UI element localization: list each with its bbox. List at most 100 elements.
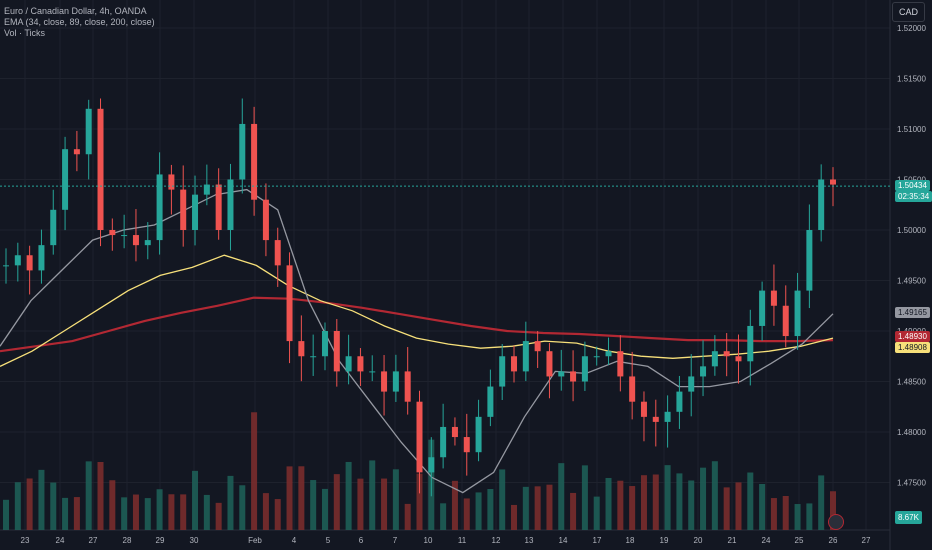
- volume-bar: [475, 492, 482, 530]
- volume-bar: [581, 465, 588, 530]
- volume-bar: [310, 480, 317, 530]
- volume-bar: [144, 498, 151, 530]
- time-tick-label: 25: [795, 536, 804, 545]
- candle-body: [487, 386, 494, 417]
- candle-body: [546, 351, 553, 377]
- volume-bars: [3, 412, 836, 530]
- candle-body: [451, 426, 458, 438]
- candle-body: [298, 341, 305, 357]
- volume-bar: [50, 482, 57, 530]
- candle-body: [700, 366, 707, 377]
- candle-body: [759, 290, 766, 326]
- volume-bar: [605, 477, 612, 530]
- volume-bar: [558, 463, 565, 530]
- candle-body: [511, 356, 518, 372]
- volume-bar: [262, 493, 269, 530]
- volume-bar: [121, 497, 128, 530]
- currency-button[interactable]: CAD: [892, 2, 925, 22]
- last-price-tag: 1.50434: [895, 180, 930, 191]
- volume-bar: [499, 469, 506, 530]
- ema89-tag: 1.48908: [895, 342, 930, 353]
- volume-bar: [652, 474, 659, 530]
- candle-body: [830, 179, 836, 185]
- volume-bar: [440, 503, 447, 530]
- volume-bar: [593, 496, 600, 530]
- volume-bar: [369, 460, 376, 530]
- volume-bar: [546, 484, 553, 530]
- volume-bar: [14, 482, 21, 530]
- candle-body: [522, 341, 529, 372]
- volume-bar: [617, 480, 624, 530]
- candle-body: [640, 401, 647, 417]
- add-indicator-button[interactable]: [828, 514, 844, 530]
- time-tick-label: 24: [762, 536, 771, 545]
- chart-legend: Euro / Canadian Dollar, 4h, OANDA EMA (3…: [4, 6, 155, 39]
- candle-body: [286, 265, 293, 342]
- volume-bar: [180, 494, 187, 530]
- volume-bar: [38, 469, 45, 530]
- candle-body: [723, 351, 730, 357]
- volume-bar: [806, 503, 813, 530]
- ema34-tag: 1.49165: [895, 307, 930, 318]
- chart-grid: [0, 0, 891, 550]
- candle-body: [97, 108, 104, 230]
- volume-bar: [97, 461, 104, 530]
- volume-bar: [109, 480, 116, 530]
- candle-body: [688, 376, 695, 392]
- price-axis[interactable]: 1.520001.515001.510001.505001.500001.495…: [897, 24, 926, 488]
- volume-bar: [700, 467, 707, 530]
- volume-bar: [770, 498, 777, 530]
- candle-body: [404, 371, 411, 402]
- candle-body: [664, 411, 671, 422]
- candle-body: [227, 179, 234, 230]
- time-axis[interactable]: 23 24 27 28 29 30 Feb 4 5 6 7 10 11 12 13 14 17 18 19 20 21 2…: [21, 536, 871, 545]
- candlesticks: [3, 98, 836, 497]
- volume-bar: [747, 472, 754, 530]
- volume-bar: [404, 503, 411, 530]
- time-tick-label: 4: [292, 536, 297, 545]
- volume-bar: [782, 495, 789, 530]
- volume-bar: [794, 504, 801, 530]
- candle-body: [215, 184, 222, 230]
- candle-body: [711, 351, 718, 367]
- volume-tag: 8.67K: [895, 511, 922, 524]
- volume-bar: [629, 486, 636, 530]
- candle-body: [168, 174, 175, 190]
- volume-bar: [345, 461, 352, 530]
- candle-body: [581, 356, 588, 382]
- candle-body: [14, 255, 21, 266]
- volume-bar: [818, 475, 825, 530]
- symbol-title[interactable]: Euro / Canadian Dollar, 4h, OANDA: [4, 6, 147, 16]
- candle-body: [534, 341, 541, 352]
- candle-body: [818, 179, 825, 230]
- candle-body: [428, 457, 435, 473]
- candle-body: [203, 184, 210, 195]
- candle-body: [475, 416, 482, 453]
- time-tick-label: 20: [694, 536, 703, 545]
- time-tick-label: 14: [559, 536, 568, 545]
- volume-bar: [227, 475, 234, 530]
- price-tick-label: 1.48500: [897, 378, 926, 387]
- candle-body: [794, 290, 801, 337]
- price-tick-label: 1.48000: [897, 428, 926, 437]
- candle-body: [121, 235, 128, 237]
- volume-bar: [522, 486, 529, 530]
- time-tick-label: 10: [424, 536, 433, 545]
- ema89-line: [0, 254, 834, 367]
- ema-indicator-label[interactable]: EMA (34, close, 89, close, 200, close): [4, 17, 155, 27]
- volume-bar: [416, 473, 423, 530]
- candle-body: [345, 356, 352, 372]
- volume-bar: [688, 480, 695, 530]
- volume-bar: [156, 489, 163, 530]
- volume-bar: [239, 485, 246, 530]
- volume-bar: [132, 494, 139, 530]
- price-tick-label: 1.52000: [897, 24, 926, 33]
- volume-indicator-label[interactable]: Vol · Ticks: [4, 28, 46, 38]
- volume-bar: [487, 488, 494, 530]
- countdown-tag: 02:35:34: [895, 191, 932, 202]
- volume-bar: [333, 474, 340, 530]
- price-tick-label: 1.51500: [897, 75, 926, 84]
- time-tick-label: 12: [492, 536, 501, 545]
- candle-body: [109, 230, 116, 236]
